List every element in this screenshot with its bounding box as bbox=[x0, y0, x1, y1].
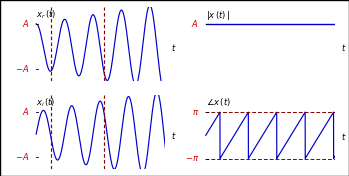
Text: $-\pi$: $-\pi$ bbox=[185, 154, 199, 163]
Text: $A$: $A$ bbox=[22, 106, 29, 117]
Text: $|x\,(t)\,|$: $|x\,(t)\,|$ bbox=[206, 9, 230, 22]
Text: $x_r\,(t)$: $x_r\,(t)$ bbox=[36, 9, 57, 21]
Text: $t$: $t$ bbox=[341, 42, 346, 53]
Text: $t$: $t$ bbox=[171, 130, 176, 141]
Text: $-A$: $-A$ bbox=[15, 151, 29, 162]
Text: $x_i\,(t)$: $x_i\,(t)$ bbox=[36, 96, 55, 109]
Text: $A$: $A$ bbox=[191, 18, 199, 29]
Text: $t$: $t$ bbox=[171, 42, 176, 53]
Text: $A$: $A$ bbox=[22, 18, 29, 29]
Text: $\angle x\,(t)$: $\angle x\,(t)$ bbox=[206, 96, 231, 108]
Text: $\pi$: $\pi$ bbox=[192, 108, 199, 117]
Text: $-A$: $-A$ bbox=[15, 63, 29, 74]
Text: $t$: $t$ bbox=[341, 131, 346, 142]
